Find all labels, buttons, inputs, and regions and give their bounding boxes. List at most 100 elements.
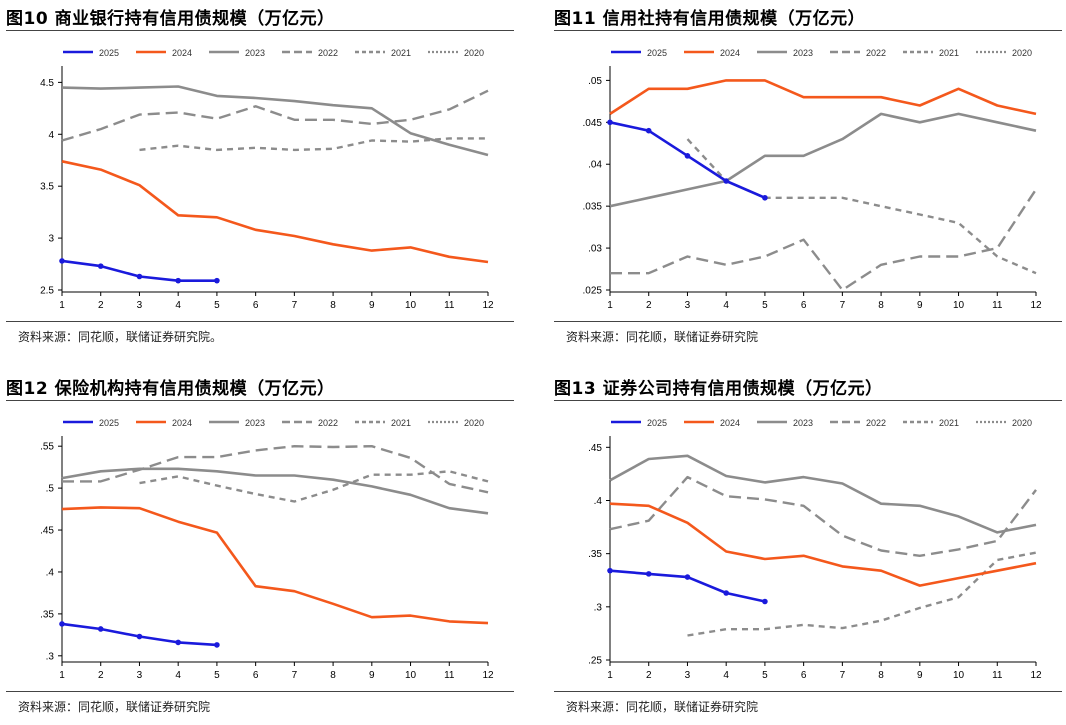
title-rule <box>6 30 514 31</box>
x-tick-label: 1 <box>607 300 613 311</box>
series-line-2022 <box>62 445 489 494</box>
legend-item-2024: 2024 <box>684 48 740 58</box>
data-point-2025 <box>97 263 104 269</box>
legend-label: 2024 <box>172 418 192 428</box>
y-tick-label: .025 <box>583 286 603 297</box>
title-rule <box>554 30 1062 31</box>
x-tick-label: 1 <box>607 670 613 681</box>
chart-title: 图10 商业银行持有信用债规模（万亿元） <box>6 9 335 29</box>
chart-title: 图13 证券公司持有信用债规模（万亿元） <box>554 379 883 399</box>
legend-label: 2024 <box>720 418 740 428</box>
line-chart-credit-union: 2025 2024 2023 2022 2021 2020 .025 .03 .035 .04 .0… <box>583 48 1042 311</box>
x-tick-label: 2 <box>646 300 652 311</box>
legend-label: 2020 <box>1012 418 1032 428</box>
line-chart-insurance: 2025 2024 2023 2022 2021 2020 .3 .35 .4 .45 .5 .55 1… <box>40 418 494 681</box>
source-note: 资料来源：同花顺，联储证券研究院 <box>566 700 759 714</box>
y-tick-label: 4 <box>48 130 54 141</box>
x-tick-label: 8 <box>330 300 336 311</box>
legend-item-2024: 2024 <box>684 418 740 428</box>
data-point-2025 <box>214 642 220 648</box>
legend-item-2025: 2025 <box>611 418 667 428</box>
legend-item-2020: 2020 <box>428 48 484 58</box>
x-tick-label: 2 <box>98 670 104 681</box>
legend-label: 2022 <box>318 48 338 58</box>
source-rule <box>554 321 1062 322</box>
legend-label: 2024 <box>720 48 740 58</box>
panel-insurance: 图12 保险机构持有信用债规模（万亿元） 2025 2024 2023 2022 202… <box>0 370 520 725</box>
series-line-2022 <box>610 188 1038 292</box>
legend-label: 2020 <box>1012 48 1032 58</box>
data-point-2025 <box>684 153 691 159</box>
legend-label: 2025 <box>99 418 119 428</box>
series-line-2022 <box>61 89 489 142</box>
series-line-2023 <box>609 454 1037 534</box>
legend-item-2022: 2022 <box>830 48 886 58</box>
source-note: 资料来源：同花顺，联储证券研究院 <box>566 330 759 344</box>
data-point-2025 <box>723 178 729 184</box>
x-tick-label: 10 <box>953 300 965 311</box>
series-line-2024 <box>61 160 489 264</box>
legend-label: 2023 <box>793 48 813 58</box>
x-tick-label: 5 <box>762 300 768 311</box>
source-rule <box>6 691 514 692</box>
x-tick-label: 11 <box>992 670 1003 681</box>
x-tick-label: 11 <box>992 300 1003 311</box>
chart-title: 图11 信用社持有信用债规模（万亿元） <box>554 9 866 29</box>
series-line-2021 <box>139 470 489 503</box>
data-point-2025 <box>59 258 65 264</box>
series-line-2021 <box>687 551 1037 637</box>
legend-item-2025: 2025 <box>63 48 119 58</box>
source-note: 资料来源：同花顺，联储证券研究院。 <box>18 330 223 344</box>
legend-item-2024: 2024 <box>136 48 192 58</box>
source-rule <box>6 321 514 322</box>
data-point-2025 <box>214 277 220 284</box>
series-line-2023 <box>609 112 1037 208</box>
y-tick-label: .4 <box>594 496 603 507</box>
y-tick-label: 3 <box>48 234 54 245</box>
x-tick-label: 10 <box>953 670 965 681</box>
x-tick-label: 1 <box>59 670 65 681</box>
y-tick-label: 2.5 <box>40 286 54 297</box>
x-tick-label: 9 <box>917 300 923 311</box>
legend: 2025 2024 2023 2022 2021 2020 <box>611 48 1032 58</box>
legend-label: 2021 <box>939 48 959 58</box>
legend-label: 2021 <box>391 48 411 58</box>
x-tick-label: 6 <box>253 300 259 311</box>
y-tick-label: .045 <box>583 118 603 129</box>
legend-label: 2021 <box>939 418 959 428</box>
y-tick-label: .03 <box>588 244 602 255</box>
x-tick-label: 10 <box>405 670 417 681</box>
legend-item-2021: 2021 <box>903 418 959 428</box>
legend-label: 2020 <box>464 418 484 428</box>
legend-item-2023: 2023 <box>209 418 265 428</box>
legend-item-2023: 2023 <box>757 418 813 428</box>
x-tick-label: 8 <box>878 300 884 311</box>
legend-item-2023: 2023 <box>209 48 265 58</box>
y-tick-label: .55 <box>40 442 54 453</box>
legend-label: 2024 <box>172 48 192 58</box>
title-rule <box>554 400 1062 401</box>
x-tick-label: 2 <box>646 670 652 681</box>
y-tick-label: .45 <box>40 526 54 537</box>
data-point-2025 <box>59 621 65 627</box>
data-point-2025 <box>175 639 181 646</box>
data-point-2025 <box>97 626 104 632</box>
legend-item-2025: 2025 <box>611 48 667 58</box>
x-tick-label: 12 <box>482 300 494 311</box>
x-tick-label: 12 <box>1030 670 1042 681</box>
x-tick-label: 4 <box>723 670 729 681</box>
x-tick-label: 9 <box>369 300 375 311</box>
data-point-2025 <box>762 598 768 605</box>
legend-label: 2022 <box>318 418 338 428</box>
line-chart-securities: 2025 2024 2023 2022 2021 2020.25.3.35.4.451 2 3… <box>588 418 1042 681</box>
series-line-2023 <box>61 467 489 515</box>
legend-item-2023: 2023 <box>757 48 813 58</box>
source-rule <box>554 691 1062 692</box>
x-tick-label: 3 <box>685 300 691 311</box>
x-tick-label: 11 <box>444 300 455 311</box>
series-line-2023 <box>61 85 489 157</box>
x-tick-label: 3 <box>137 670 143 681</box>
x-tick-label: 10 <box>405 300 417 311</box>
series-line-2021 <box>686 138 1037 275</box>
